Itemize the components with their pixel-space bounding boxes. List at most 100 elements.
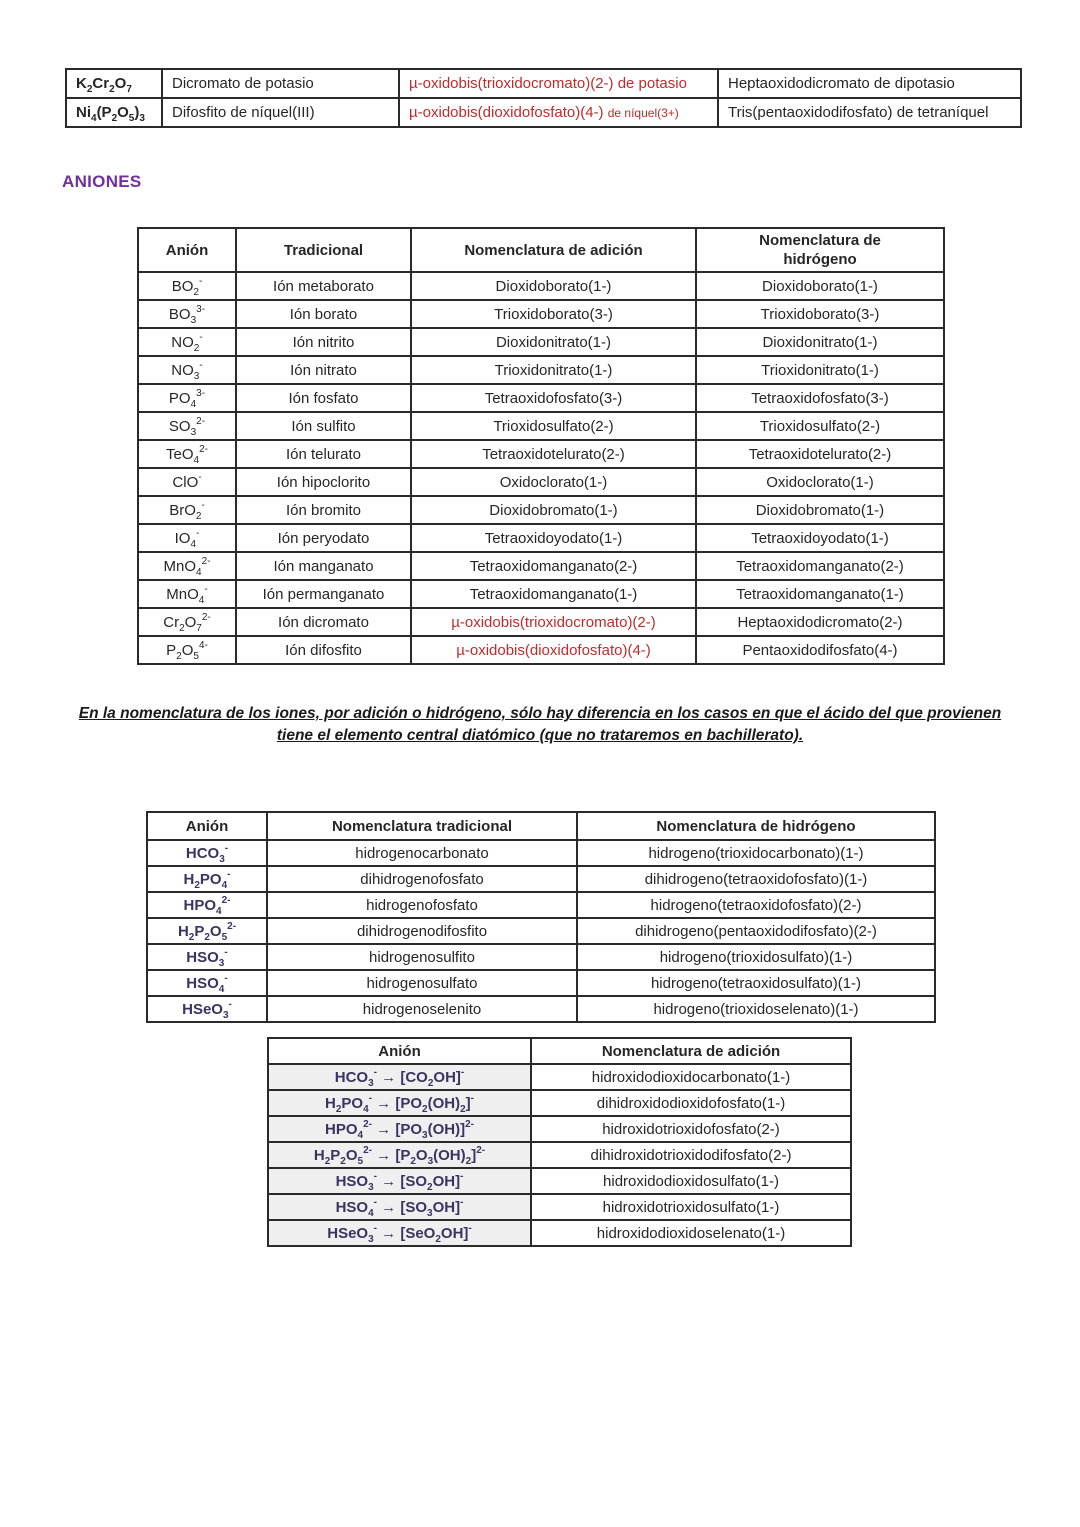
hydrogen-name: Pentaoxidodifosfato(4-) bbox=[695, 635, 945, 665]
addition-name: hidroxidotrioxidosulfato(1-) bbox=[530, 1193, 852, 1221]
table-row: NO2- Ión nitrito Dioxidonitrato(1-) Dioxido… bbox=[137, 327, 945, 357]
traditional-name: hidrogenosulfato bbox=[266, 969, 578, 997]
traditional-name: Ión bromito bbox=[235, 495, 412, 525]
table-row: HSeO3- hidrogenoselenito hidrogeno(trioxid… bbox=[146, 995, 936, 1023]
anion-conversion: HSO3- → [SO2OH]- bbox=[267, 1167, 532, 1195]
hydrogen-name: Trioxidonitrato(1-) bbox=[695, 355, 945, 385]
column-header-anion: Anión bbox=[267, 1037, 532, 1065]
traditional-name: Ión metaborato bbox=[235, 271, 412, 301]
traditional-name: hidrogenoselenito bbox=[266, 995, 578, 1023]
column-header-traditional: Nomenclatura tradicional bbox=[266, 811, 578, 841]
composition-name: Tris(pentaoxidodifosfato) de tetraníquel bbox=[717, 97, 1022, 128]
anion-formula: BO2- bbox=[137, 271, 237, 301]
note-line-2: tiene el elemento central diatómico (que… bbox=[276, 727, 804, 744]
hydrogen-name: Trioxidosulfato(2-) bbox=[695, 411, 945, 441]
traditional-name: Ión dicromato bbox=[235, 607, 412, 637]
anion-conversion: H2PO4- → [PO2(OH)2]- bbox=[267, 1089, 532, 1117]
hydrogen-name: Tetraoxidotelurato(2-) bbox=[695, 439, 945, 469]
traditional-name: hidrogenosulfito bbox=[266, 943, 578, 971]
table-row: SO32- Ión sulfito Trioxidosulfato(2-) Triox… bbox=[137, 411, 945, 441]
anion-conversion: H2P2O52- → [P2O3(OH)2]2- bbox=[267, 1141, 532, 1169]
traditional-name: Ión peryodato bbox=[235, 523, 412, 553]
traditional-name: Ión sulfito bbox=[235, 411, 412, 441]
table-row: Cr2O72- Ión dicromato µ-oxidobis(trioxidoc… bbox=[137, 607, 945, 637]
table-row: K2Cr2O7 Dicromato de potasio µ-oxidobis(tr… bbox=[65, 68, 1022, 99]
traditional-name: Ión permanganato bbox=[235, 579, 412, 609]
compounds-table: K2Cr2O7 Dicromato de potasio µ-oxidobis(tr… bbox=[65, 68, 1022, 128]
traditional-name: dihidrogenofosfato bbox=[266, 865, 578, 893]
anion-formula: HSO4- bbox=[146, 969, 268, 997]
table-row: H2P2O52- dihidrogenodifosfito dihidrogeno(… bbox=[146, 917, 936, 945]
table-row: MnO42- Ión manganato Tetraoxidomanganato(2… bbox=[137, 551, 945, 581]
anion-formula: HSO3- bbox=[146, 943, 268, 971]
column-header-addition: Nomenclatura de adición bbox=[410, 227, 697, 273]
header-row: Anión Nomenclatura tradicional Nomenclat… bbox=[146, 811, 936, 841]
addition-name: µ-oxidobis(dioxidofosfato)(4-) bbox=[410, 635, 697, 665]
addition-name: µ-oxidobis(trioxidocromato)(2-) bbox=[410, 607, 697, 637]
column-header-hydrogen: Nomenclatura de hidrógeno bbox=[576, 811, 936, 841]
anion-formula: PO43- bbox=[137, 383, 237, 413]
hydrogen-name: Dioxidonitrato(1-) bbox=[695, 327, 945, 357]
addition-name: Dioxidobromato(1-) bbox=[410, 495, 697, 525]
anion-conversion: HSeO3- → [SeO2OH]- bbox=[267, 1219, 532, 1247]
anion-formula: H2P2O52- bbox=[146, 917, 268, 945]
hydrogen-name: Dioxidobromato(1-) bbox=[695, 495, 945, 525]
traditional-name: Ión nitrito bbox=[235, 327, 412, 357]
table-row: HPO42- hidrogenofosfato hidrogeno(tetraoxi… bbox=[146, 891, 936, 919]
hydrogen-name: dihidrogeno(tetraoxidofosfato)(1-) bbox=[576, 865, 936, 893]
hydrogen-name: Dioxidoborato(1-) bbox=[695, 271, 945, 301]
column-header-traditional: Tradicional bbox=[235, 227, 412, 273]
traditional-name: Difosfito de níquel(III) bbox=[161, 97, 400, 128]
anion-formula: BO33- bbox=[137, 299, 237, 329]
table-row: HSO3- hidrogenosulfito hidrogeno(trioxidos… bbox=[146, 943, 936, 971]
anion-formula: SO32- bbox=[137, 411, 237, 441]
hydrogen-name: dihidrogeno(pentaoxidodifosfato)(2-) bbox=[576, 917, 936, 945]
anions-table: Anión Tradicional Nomenclatura de adició… bbox=[137, 227, 945, 665]
addition-name: Dioxidonitrato(1-) bbox=[410, 327, 697, 357]
composition-name: Heptaoxidodicromato de dipotasio bbox=[717, 68, 1022, 99]
addition-name: dihidroxidodioxidofosfato(1-) bbox=[530, 1089, 852, 1117]
traditional-name: hidrogenofosfato bbox=[266, 891, 578, 919]
table-row: ClO- Ión hipoclorito Oxidoclorato(1-) Oxido… bbox=[137, 467, 945, 497]
table-row: H2PO4- dihidrogenofosfato dihidrogeno(tetr… bbox=[146, 865, 936, 893]
table-row: PO43- Ión fosfato Tetraoxidofosfato(3-) Tet… bbox=[137, 383, 945, 413]
hydrogen-name: hidrogeno(tetraoxidosulfato)(1-) bbox=[576, 969, 936, 997]
anion-formula: MnO4- bbox=[137, 579, 237, 609]
traditional-name: Ión hipoclorito bbox=[235, 467, 412, 497]
note-text: En la nomenclatura de los iones, por adi… bbox=[60, 703, 1020, 747]
hydrogen-name: Tetraoxidomanganato(2-) bbox=[695, 551, 945, 581]
table-row: HSO4- → [SO3OH]- hidroxidotrioxidosulfato… bbox=[267, 1193, 852, 1221]
addition-name: Tetraoxidomanganato(1-) bbox=[410, 579, 697, 609]
table-row: Ni4(P2O5)3 Difosfito de níquel(III) µ-oxid… bbox=[65, 97, 1022, 128]
hydrogen-name: hidrogeno(tetraoxidofosfato)(2-) bbox=[576, 891, 936, 919]
table-row: NO3- Ión nitrato Trioxidonitrato(1-) Trioxi… bbox=[137, 355, 945, 385]
table-row: HSO3- → [SO2OH]- hidroxidodioxidosulfato(… bbox=[267, 1167, 852, 1195]
anion-formula: NO3- bbox=[137, 355, 237, 385]
table-row: H2PO4- → [PO2(OH)2]- dihidroxidodioxidofo… bbox=[267, 1089, 852, 1117]
compound-formula: Ni4(P2O5)3 bbox=[65, 97, 163, 128]
addition-name: Tetraoxidofosfato(3-) bbox=[410, 383, 697, 413]
anion-conversion: HPO42- → [PO3(OH)]2- bbox=[267, 1115, 532, 1143]
traditional-name: Ión nitrato bbox=[235, 355, 412, 385]
section-title-aniones: ANIONES bbox=[62, 172, 142, 191]
hydrogen-name: Tetraoxidofosfato(3-) bbox=[695, 383, 945, 413]
addition-name: Trioxidosulfato(2-) bbox=[410, 411, 697, 441]
traditional-name: Ión difosfito bbox=[235, 635, 412, 665]
table-row: HSO4- hidrogenosulfato hidrogeno(tetraoxid… bbox=[146, 969, 936, 997]
table-row: MnO4- Ión permanganato Tetraoxidomanganato… bbox=[137, 579, 945, 609]
addition-name: µ-oxidobis(dioxidofosfato)(4-) de níquel… bbox=[398, 97, 719, 128]
traditional-name: hidrogenocarbonato bbox=[266, 839, 578, 867]
column-header-anion: Anión bbox=[146, 811, 268, 841]
addition-name: Tetraoxidotelurato(2-) bbox=[410, 439, 697, 469]
anion-formula: NO2- bbox=[137, 327, 237, 357]
traditional-name: Ión borato bbox=[235, 299, 412, 329]
table-row: H2P2O52- → [P2O3(OH)2]2- dihidroxidotriox… bbox=[267, 1141, 852, 1169]
anion-formula: HSeO3- bbox=[146, 995, 268, 1023]
addition-name: hidroxidotrioxidofosfato(2-) bbox=[530, 1115, 852, 1143]
addition-name: hidroxidodioxidoselenato(1-) bbox=[530, 1219, 852, 1247]
column-header-addition: Nomenclatura de adición bbox=[530, 1037, 852, 1065]
traditional-name: Ión fosfato bbox=[235, 383, 412, 413]
table-row: P2O54- Ión difosfito µ-oxidobis(dioxidofos… bbox=[137, 635, 945, 665]
hydrogen-nomenclature-table: Anión Nomenclatura tradicional Nomenclat… bbox=[146, 811, 936, 1023]
hydrogen-name: hidrogeno(trioxidoselenato)(1-) bbox=[576, 995, 936, 1023]
